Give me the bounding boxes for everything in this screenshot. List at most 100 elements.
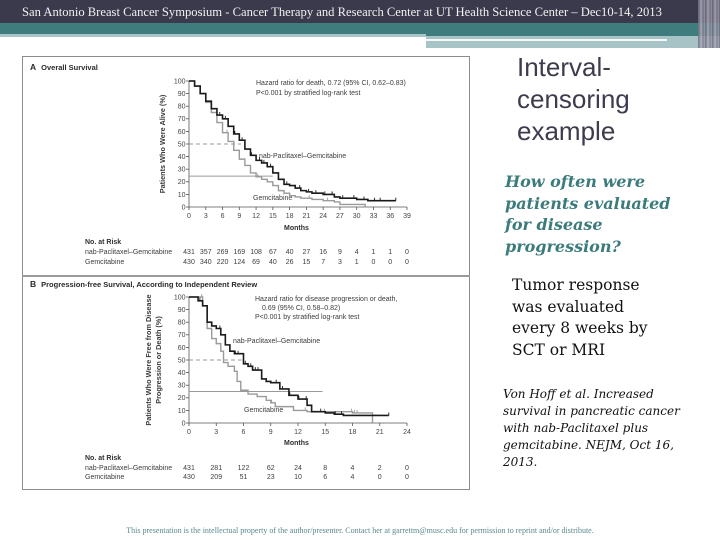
question-line4: progression? bbox=[505, 236, 621, 256]
risk-value: 1 bbox=[354, 259, 359, 266]
risk-value: 4 bbox=[354, 249, 359, 256]
risk-value: 0 bbox=[388, 259, 393, 266]
slide-title: Interval- censoring example bbox=[517, 51, 630, 147]
question-text: How often were patients evaluated for di… bbox=[505, 171, 670, 257]
risk-value: 24 bbox=[294, 465, 302, 472]
panel-b-p-value: P<0.001 by stratified log-rank test bbox=[255, 314, 360, 321]
risk-value: 0 bbox=[371, 259, 376, 266]
answer-line2: was evaluated bbox=[512, 297, 625, 316]
panel-b-letter: B bbox=[30, 279, 37, 289]
answer-line1: Tumor response bbox=[512, 276, 640, 294]
answer-line4: SCT or MRI bbox=[512, 341, 606, 360]
footer-copyright: This presentation is the intellectual pr… bbox=[126, 526, 594, 535]
risk-value: 430 bbox=[183, 474, 195, 481]
citation-line3: with nab-Paclitaxel plus bbox=[503, 421, 649, 435]
risk-value: 23 bbox=[266, 474, 275, 481]
panel-b-risk-row-label-gem: Gemcitabine bbox=[85, 474, 125, 481]
panel-a-nab-curve-label: nab-Paclitaxel–Gemcitabine bbox=[259, 153, 347, 160]
risk-value: 0 bbox=[405, 465, 409, 472]
header-divider-line bbox=[426, 39, 667, 41]
panel-b-risk-header: No. at Risk bbox=[85, 455, 122, 462]
risk-value: 3 bbox=[337, 259, 342, 266]
answer-text: Tumor response was evaluated every 8 wee… bbox=[512, 275, 648, 362]
risk-value: 7 bbox=[321, 259, 326, 266]
header-bar bbox=[0, 0, 720, 23]
answer-line3: every 8 weeks by bbox=[512, 319, 648, 338]
panel-b-y-axis-label-line2: Progression or Death (%) bbox=[154, 316, 163, 404]
risk-value: 209 bbox=[210, 474, 223, 481]
risk-value: 431 bbox=[183, 249, 195, 256]
panel-a-risk-row-label-gem: Gemcitabine bbox=[85, 259, 125, 266]
panel-b-y-axis-label-line1: Patients Who Were Free from Disease bbox=[144, 294, 153, 426]
risk-value: 69 bbox=[252, 259, 260, 266]
panel-b-y-axis-label: Patients Who Were Free from Disease Prog… bbox=[144, 285, 164, 435]
risk-value: 269 bbox=[216, 249, 229, 256]
risk-value: 27 bbox=[302, 249, 311, 256]
header-light-strip-right bbox=[426, 36, 720, 48]
question-line3: for disease bbox=[505, 215, 603, 234]
risk-value: 0 bbox=[405, 249, 409, 256]
panel-a-gem-curve-label: Gemcitabine bbox=[253, 195, 293, 202]
panel-b-hazard-ratio: Hazard ratio for disease progression or … bbox=[255, 296, 398, 303]
header-teal-band bbox=[0, 23, 720, 34]
panel-a-letter: A bbox=[30, 62, 37, 72]
risk-value: 1 bbox=[371, 249, 376, 256]
slide-title-line1: Interval- bbox=[517, 52, 611, 82]
risk-value: 124 bbox=[233, 259, 246, 266]
citation-line4: gemcitabine. NEJM, Oct 16, bbox=[503, 438, 674, 452]
risk-value: 1 bbox=[388, 249, 393, 256]
citation-line5: 2013. bbox=[503, 455, 538, 469]
slide-title-line3: example bbox=[517, 116, 616, 146]
panel-b-nab-curve-label: nab-Paclitaxel–Gemcitabine bbox=[233, 338, 321, 345]
risk-value: 8 bbox=[323, 465, 328, 472]
risk-value: 122 bbox=[237, 465, 250, 472]
risk-value: 220 bbox=[216, 259, 229, 266]
panel-b-risk-row-label-nab: nab-Paclitaxel–Gemcitabine bbox=[85, 465, 173, 472]
risk-value: 62 bbox=[266, 465, 275, 472]
risk-value: 16 bbox=[319, 249, 328, 256]
panel-a-p-value: P<0.001 by stratified log-rank test bbox=[256, 90, 361, 97]
risk-value: 169 bbox=[233, 249, 246, 256]
question-line1: How often were bbox=[505, 172, 646, 191]
risk-value: 4 bbox=[350, 465, 355, 472]
panel-b-x-axis-label: Months bbox=[284, 440, 309, 447]
panel-a-title: A Overall Survival bbox=[30, 62, 98, 73]
risk-value: 430 bbox=[183, 259, 195, 266]
risk-value: 0 bbox=[377, 474, 382, 481]
question-line2: patients evaluated bbox=[505, 193, 671, 213]
panel-a-hazard-ratio: Hazard ratio for death, 0.72 (95% CI, 0.… bbox=[256, 80, 406, 87]
risk-value: 2 bbox=[377, 465, 382, 472]
header-title: San Antonio Breast Cancer Symposium - Ca… bbox=[22, 5, 662, 19]
panel-a-risk-header: No. at Risk bbox=[85, 239, 122, 246]
risk-value: 340 bbox=[199, 259, 212, 266]
header-teal-band-right bbox=[426, 34, 720, 36]
risk-value: 10 bbox=[294, 474, 302, 481]
header-edge-stripes bbox=[698, 0, 720, 48]
panel-a-x-axis-label: Months bbox=[284, 225, 309, 232]
risk-value: 108 bbox=[250, 249, 262, 256]
risk-value: 0 bbox=[405, 259, 409, 266]
risk-value: 9 bbox=[337, 249, 342, 256]
risk-value: 40 bbox=[285, 249, 294, 256]
citation-text: Von Hoff et al. Increased survival in pa… bbox=[503, 386, 680, 471]
risk-value: 15 bbox=[302, 259, 311, 266]
panel-a-risk-row-label-nab: nab-Paclitaxel–Gemcitabine bbox=[85, 249, 173, 256]
panel-b-gem-curve-label: Gemcitabine bbox=[244, 407, 284, 414]
risk-value: 0 bbox=[405, 474, 409, 481]
panel-b-title-text: Progression-free Survival, According to … bbox=[41, 280, 258, 289]
risk-value: 6 bbox=[323, 474, 328, 481]
risk-value: 51 bbox=[239, 474, 248, 481]
citation-line1: Von Hoff et al. Increased bbox=[503, 387, 654, 401]
figure-panel-divider bbox=[22, 275, 470, 277]
panel-a-title-text: Overall Survival bbox=[41, 63, 98, 72]
slide-title-line2: censoring bbox=[517, 84, 630, 114]
risk-value: 431 bbox=[183, 465, 195, 472]
panel-b-title: B Progression-free Survival, According to… bbox=[30, 279, 258, 290]
panel-a-y-axis-label: Patients Who Were Alive (%) bbox=[158, 94, 167, 194]
risk-value: 67 bbox=[268, 249, 277, 256]
risk-value: 26 bbox=[285, 259, 294, 266]
panel-b-hazard-ci: 0.69 (95% CI, 0.58–0.82) bbox=[262, 305, 341, 312]
citation-line2: survival in pancreatic cancer bbox=[503, 404, 680, 418]
figure-frame bbox=[22, 56, 470, 490]
risk-value: 281 bbox=[210, 465, 223, 472]
